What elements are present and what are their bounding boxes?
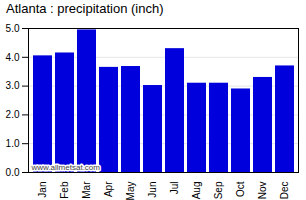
svg-text:Aug: Aug <box>191 182 202 200</box>
svg-text:Jun: Jun <box>147 182 158 198</box>
svg-text:May: May <box>125 182 136 200</box>
svg-text:Dec: Dec <box>279 182 290 200</box>
svg-text:1.0: 1.0 <box>6 138 20 149</box>
svg-text:Feb: Feb <box>59 181 70 199</box>
svg-text:Jan: Jan <box>37 182 48 198</box>
svg-text:www.allmetsat.com: www.allmetsat.com <box>31 163 101 172</box>
svg-text:Jul: Jul <box>169 182 180 195</box>
svg-text:2.0: 2.0 <box>6 109 20 120</box>
svg-text:0.0: 0.0 <box>6 167 20 178</box>
svg-text:Nov: Nov <box>257 182 268 200</box>
svg-text:Apr: Apr <box>103 181 114 197</box>
svg-text:4.0: 4.0 <box>6 52 20 63</box>
svg-text:5.0: 5.0 <box>6 23 20 34</box>
svg-text:Mar: Mar <box>81 181 92 199</box>
svg-text:Sep: Sep <box>213 181 224 199</box>
svg-text:Oct: Oct <box>235 181 246 197</box>
svg-text:3.0: 3.0 <box>6 80 20 91</box>
html-text:Atlanta : precipitation (inch): Atlanta : precipitation (inch) <box>6 1 164 16</box>
